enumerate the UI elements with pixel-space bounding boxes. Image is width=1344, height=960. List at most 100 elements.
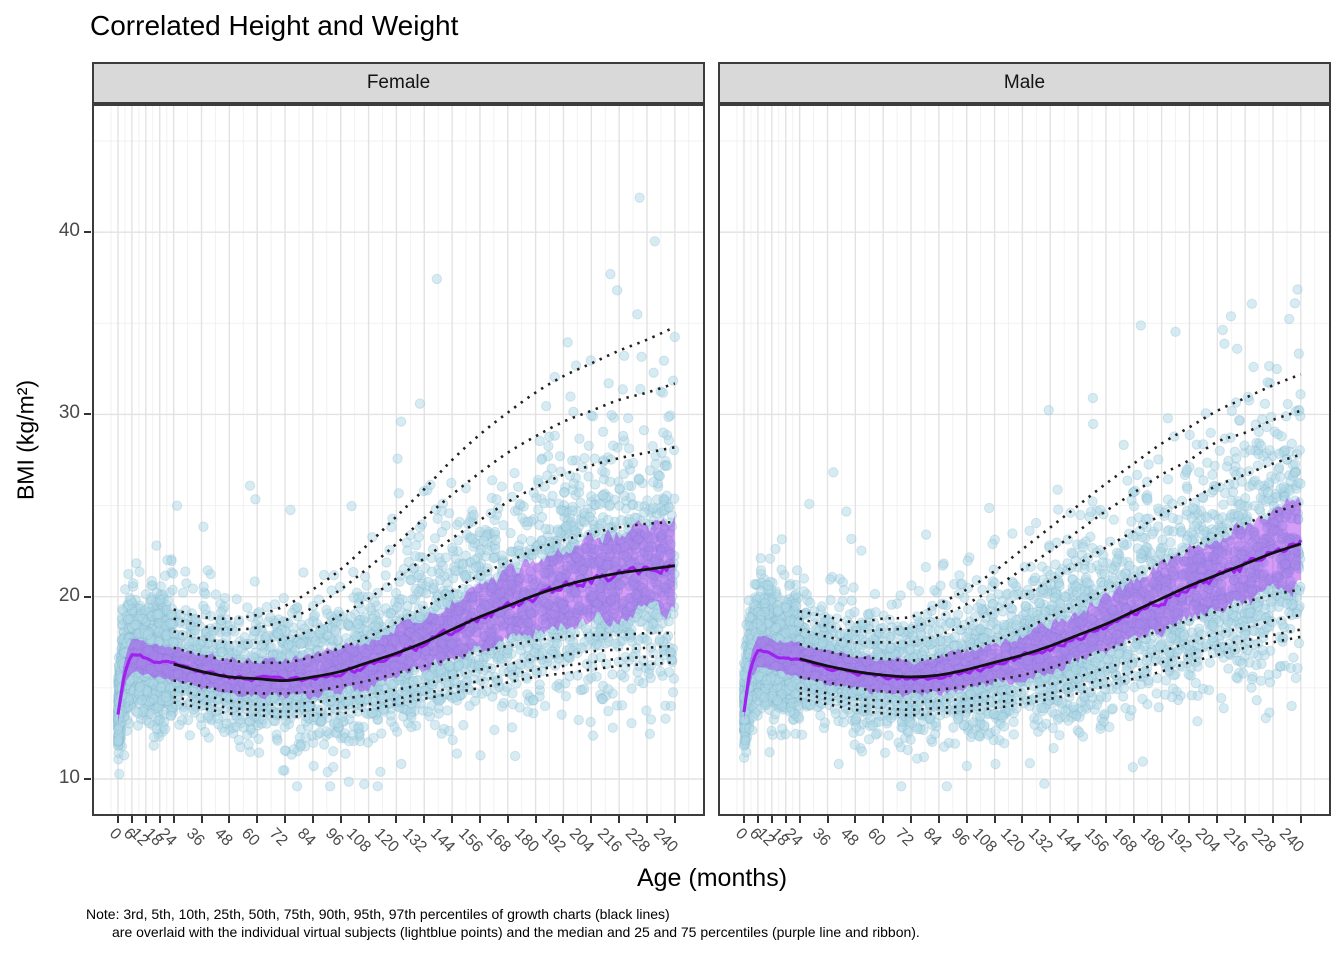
x-tick-mark [673, 816, 676, 823]
x-tick-mark [1104, 816, 1107, 823]
x-tick-mark [339, 816, 342, 823]
y-tick-label: 10 [58, 767, 80, 788]
note-line-1: Note: 3rd, 5th, 10th, 25th, 50th, 75th, … [86, 906, 670, 922]
x-tick-mark [590, 816, 593, 823]
x-tick-label: 36 [808, 825, 834, 850]
x-axis-title: Age (months) [636, 864, 788, 892]
x-tick-label: 204 [566, 825, 598, 856]
x-tick-mark [144, 816, 147, 823]
x-tick-mark [1049, 816, 1052, 823]
y-tick-label: 30 [58, 402, 80, 423]
panel-plot-female [92, 104, 705, 816]
y-axis-title: BMI (kg/m²) [12, 379, 39, 501]
x-tick-label: 132 [1025, 825, 1057, 856]
y-tick-mark [84, 596, 91, 598]
x-tick-mark [1299, 816, 1302, 823]
y-tick-mark [84, 778, 91, 780]
x-tick-label: 24 [780, 825, 806, 850]
x-tick-label: 84 [294, 825, 319, 850]
x-tick-mark [158, 816, 161, 823]
x-tick-label: 132 [399, 825, 431, 856]
x-tick-mark [395, 816, 398, 823]
x-tick-mark [756, 816, 759, 823]
x-tick-mark [562, 816, 565, 823]
x-tick-label: 72 [266, 825, 291, 850]
x-tick-mark [937, 816, 940, 823]
y-tick-mark [84, 231, 91, 233]
x-tick-mark [200, 816, 203, 823]
x-tick-label: 180 [510, 825, 542, 856]
x-tick-mark [798, 816, 801, 823]
x-tick-label: 60 [864, 825, 890, 850]
x-tick-label: 72 [892, 825, 917, 850]
x-tick-mark [284, 816, 287, 823]
x-tick-mark [826, 816, 829, 823]
x-tick-mark [993, 816, 996, 823]
x-tick-label: 108 [343, 825, 375, 856]
y-tick-label: 20 [58, 585, 80, 606]
x-tick-mark [534, 816, 537, 823]
x-tick-label: 156 [454, 825, 486, 856]
x-tick-label: 204 [1192, 825, 1224, 856]
x-tick-label: 36 [182, 825, 208, 850]
x-tick-mark [645, 816, 648, 823]
x-tick-mark [854, 816, 857, 823]
facet-strip-female: Female [92, 62, 705, 104]
x-tick-mark [882, 816, 885, 823]
x-tick-mark [367, 816, 370, 823]
x-tick-mark [256, 816, 259, 823]
x-tick-mark [1021, 816, 1024, 823]
x-tick-mark [451, 816, 454, 823]
note-line-2: are overlaid with the individual virtual… [112, 924, 920, 940]
x-tick-mark [784, 816, 787, 823]
x-tick-label: 192 [1164, 825, 1196, 856]
x-tick-mark [311, 816, 314, 823]
x-tick-mark [478, 816, 481, 823]
x-tick-label: 108 [969, 825, 1001, 856]
x-tick-mark [228, 816, 231, 823]
figure-note: Note: 3rd, 5th, 10th, 25th, 50th, 75th, … [86, 905, 920, 941]
x-tick-mark [770, 816, 773, 823]
x-tick-label: 156 [1080, 825, 1112, 856]
x-tick-label: 228 [1247, 825, 1279, 856]
x-tick-mark [910, 816, 913, 823]
y-tick-mark [84, 413, 91, 415]
x-tick-mark [965, 816, 968, 823]
x-tick-label: 168 [482, 825, 514, 856]
x-tick-label: 24 [154, 825, 180, 850]
x-tick-label: 216 [1220, 825, 1251, 856]
x-tick-label: 48 [836, 825, 862, 850]
x-tick-mark [130, 816, 133, 823]
x-tick-mark [1188, 816, 1191, 823]
x-tick-label: 144 [426, 825, 458, 856]
x-tick-mark [116, 816, 119, 823]
x-tick-mark [618, 816, 621, 823]
x-tick-mark [506, 816, 509, 823]
x-tick-label: 144 [1052, 825, 1084, 856]
x-tick-label: 240 [1275, 825, 1307, 856]
x-tick-mark [1160, 816, 1163, 823]
x-tick-mark [742, 816, 745, 823]
y-tick-label: 40 [58, 220, 80, 241]
x-tick-mark [172, 816, 175, 823]
x-tick-label: 168 [1108, 825, 1140, 856]
x-tick-mark [1271, 816, 1274, 823]
x-tick-mark [423, 816, 426, 823]
x-tick-label: 60 [238, 825, 264, 850]
x-tick-mark [1244, 816, 1247, 823]
x-tick-mark [1216, 816, 1219, 823]
x-tick-label: 48 [210, 825, 236, 850]
panel-plot-male [718, 104, 1331, 816]
x-tick-label: 216 [594, 825, 625, 856]
x-tick-mark [1132, 816, 1135, 823]
x-tick-label: 192 [538, 825, 570, 856]
x-tick-label: 120 [371, 825, 403, 856]
facet-label-male: Male [1003, 72, 1046, 93]
x-tick-label: 228 [621, 825, 653, 856]
facet-strip-male: Male [718, 62, 1331, 104]
x-tick-label: 180 [1136, 825, 1168, 856]
facet-label-female: Female [366, 72, 431, 93]
chart-title: Correlated Height and Weight [90, 10, 459, 41]
x-tick-label: 84 [920, 825, 945, 850]
